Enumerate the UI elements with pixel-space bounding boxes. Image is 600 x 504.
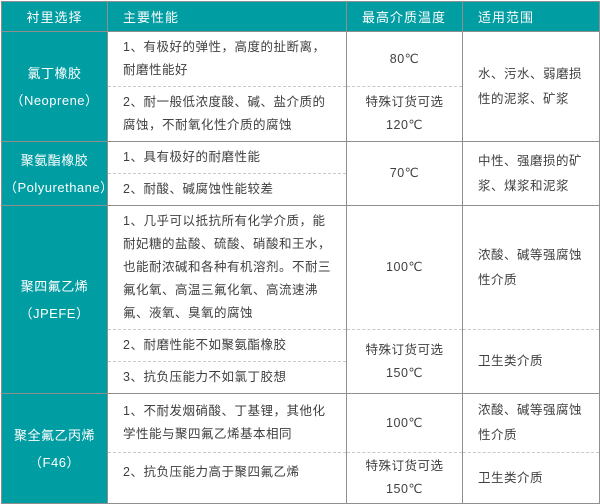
application-cell: 卫生类介质 <box>462 329 600 394</box>
temperature-cell: 100℃ <box>346 393 463 453</box>
temperature-cell: 特殊订货可选 120℃ <box>346 86 463 142</box>
table-row: 聚四氟乙烯 （JPEFE） 1、几乎可以抵抗所有化学介质，能耐妃糖的盐酸、硫酸、… <box>1 205 600 394</box>
performance-cell: 1、有极好的弹性，高度的扯断离，耐磨性能好 <box>107 31 347 87</box>
table-row: 2、耐磨性能不如聚氨酯橡胶 特殊订货可选 150℃ 卫生类介质 <box>2 329 600 394</box>
performance-cell: 2、耐一般低浓度酸、碱、盐介质的腐蚀，不耐氧化性介质的腐蚀 <box>107 86 347 142</box>
header-lining-selection: 衬里选择 <box>1 1 108 32</box>
material-cell-neoprene: 氯丁橡胶 （Neoprene） <box>1 31 108 142</box>
temperature-cell: 80℃ <box>346 31 463 87</box>
header-main-performance: 主要性能 <box>107 1 347 32</box>
temperature-note: 特殊订货可选 <box>365 95 444 109</box>
application-cell: 水、污水、弱磨损性的泥浆、矿浆 <box>462 31 600 142</box>
material-name: 聚四氟乙烯 <box>20 278 89 294</box>
temperature-cell: 特殊订货可选 150℃ <box>346 329 463 394</box>
temperature-value: 150℃ <box>386 365 423 380</box>
material-code: （JPEFE） <box>19 305 90 321</box>
application-cell: 卫生类介质 <box>462 452 600 504</box>
header-max-medium-temperature: 最高介质温度 <box>346 1 463 32</box>
material-name: 聚全氟乙丙烯 <box>13 427 95 443</box>
performance-cell: 3、抗负压能力不如氯丁胶想 <box>107 361 347 394</box>
temperature-note: 特殊订货可选 <box>365 459 444 473</box>
material-code: （F46） <box>29 454 80 470</box>
performance-cell: 1、几乎可以抵抗所有化学介质，能耐妃糖的盐酸、硫酸、硝酸和王水，也能耐浓碱和各种… <box>107 205 347 330</box>
table-row: 聚氨酯橡胶 （Polyurethane） 1、具有极好的耐磨性能 70℃ 中性、… <box>1 141 600 206</box>
performance-cell: 1、具有极好的耐磨性能 <box>107 141 347 174</box>
temperature-value: 150℃ <box>386 482 423 496</box>
temperature-cell: 70℃ <box>346 141 463 206</box>
material-code: （Polyurethane） <box>4 179 114 195</box>
material-cell-ptfe: 聚四氟乙烯 （JPEFE） <box>1 205 108 394</box>
material-cell-f46: 聚全氟乙丙烯 （F46） <box>1 393 108 504</box>
application-cell: 中性、强磨损的矿浆、煤浆和泥浆 <box>462 141 600 206</box>
table-row: 聚全氟乙丙烯 （F46） 1、不耐发烟硝酸、丁基锂，其他化学性能与聚四氟乙烯基本… <box>1 393 600 504</box>
table-row: 3、抗负压能力不如氯丁胶想 <box>2 361 600 394</box>
temperature-value: 120℃ <box>386 118 423 132</box>
temperature-cell: 100℃ <box>346 205 463 330</box>
material-name: 聚氨酯橡胶 <box>20 152 89 168</box>
table-row: 氯丁橡胶 （Neoprene） 1、有极好的弹性，高度的扯断离，耐磨性能好 80… <box>1 31 600 142</box>
application-cell: 浓酸、碱等强腐蚀性介质 <box>462 393 600 453</box>
application-cell: 浓酸、碱等强腐蚀性介质 <box>462 205 600 330</box>
header-application-range: 适用范围 <box>462 1 600 32</box>
performance-cell: 2、耐磨性能不如聚氨酯橡胶 <box>107 329 347 362</box>
table-row: 2、耐酸、碱腐蚀性能较差 <box>2 173 600 206</box>
header-row: 衬里选择 主要性能 最高介质温度 适用范围 <box>1 1 600 32</box>
material-code: （Neoprene） <box>10 92 99 108</box>
performance-cell: 1、不耐发烟硝酸、丁基锂，其他化学性能与聚四氟乙烯基本相同 <box>107 393 347 453</box>
temperature-note: 特殊订货可选 <box>365 342 444 357</box>
temperature-cell: 特殊订货可选 150℃ <box>346 452 463 504</box>
material-name: 氯丁橡胶 <box>27 65 82 81</box>
performance-cell: 2、耐酸、碱腐蚀性能较差 <box>107 173 347 206</box>
performance-cell: 2、抗负压能力高于聚四氟乙烯 <box>107 452 347 504</box>
table-row: 2、耐一般低浓度酸、碱、盐介质的腐蚀，不耐氧化性介质的腐蚀 特殊订货可选 120… <box>2 86 600 142</box>
material-cell-polyurethane: 聚氨酯橡胶 （Polyurethane） <box>1 141 114 206</box>
